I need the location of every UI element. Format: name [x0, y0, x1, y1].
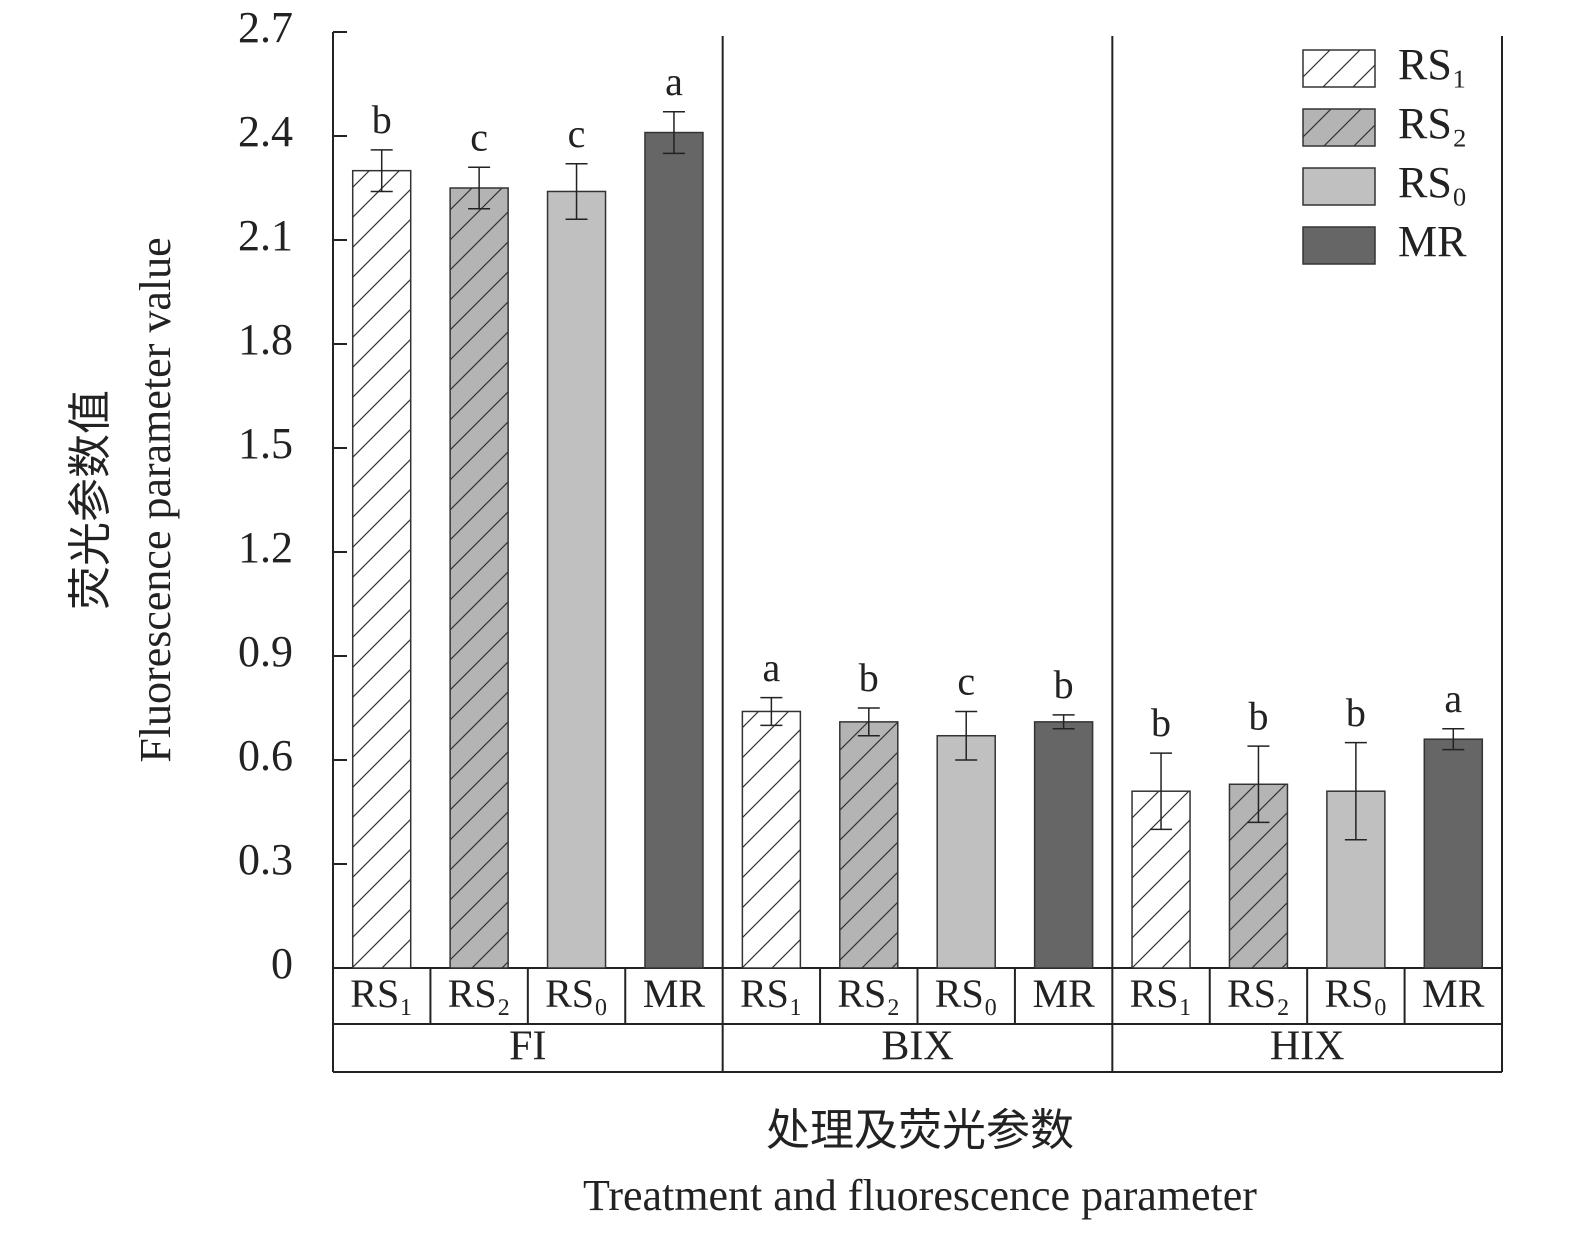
x-axis-label: Treatment and fluorescence parameter	[583, 1171, 1257, 1220]
bar-hatch	[450, 188, 509, 968]
significance-letter: b	[1151, 700, 1171, 745]
significance-letter: b	[372, 97, 392, 142]
bar-hatch	[742, 711, 801, 968]
legend-swatch-hatch	[1303, 109, 1375, 146]
x-tick-label: RS₀	[545, 971, 608, 1016]
bar	[936, 734, 996, 969]
x-tick-label: RS₁	[350, 971, 413, 1016]
legend-label: MR	[1398, 217, 1467, 266]
bar	[644, 131, 704, 969]
bar	[1423, 738, 1484, 969]
bar-hatch	[839, 721, 898, 968]
x-tick-label: RS₀	[1324, 971, 1387, 1016]
legend-label: RS₀	[1398, 158, 1467, 207]
y-tick-label: 0.6	[238, 731, 293, 780]
legend-swatch-hatch	[1303, 50, 1375, 87]
significance-letter: b	[1346, 690, 1366, 735]
legend-label: RS₁	[1398, 40, 1467, 89]
significance-letter: a	[1444, 676, 1462, 721]
bar-hatch	[352, 170, 411, 968]
y-tick-label: 0.3	[238, 835, 293, 884]
x-group-label: FI	[509, 1024, 546, 1070]
bar	[546, 190, 607, 969]
significance-letter: c	[470, 114, 488, 159]
x-tick-label: RS₁	[1130, 971, 1193, 1016]
significance-letter: b	[859, 655, 879, 700]
x-tick-label: RS₁	[740, 971, 803, 1016]
y-tick-label: 2.4	[238, 107, 293, 156]
y-tick-label: 0.9	[238, 627, 293, 676]
significance-letter: a	[665, 59, 683, 104]
x-tick-label: MR	[643, 971, 706, 1016]
y-tick-label: 1.2	[238, 523, 293, 572]
y-axis-label: Fluorescence parameter value	[131, 237, 180, 762]
y-axis-label: 荧光参数值	[66, 390, 115, 610]
significance-letter: a	[762, 645, 780, 690]
legend-swatch	[1302, 167, 1376, 206]
x-tick-label: RS₂	[1227, 971, 1290, 1016]
y-tick-label: 1.5	[238, 419, 293, 468]
x-tick-label: RS₂	[448, 971, 511, 1016]
x-group-label: HIX	[1270, 1024, 1345, 1070]
legend-swatch	[1302, 226, 1376, 265]
significance-letter: b	[1248, 693, 1268, 738]
y-tick-label: 0	[271, 939, 293, 988]
significance-letter: b	[1054, 662, 1074, 707]
y-tick-label: 1.8	[238, 315, 293, 364]
x-tick-label: RS₂	[837, 971, 900, 1016]
significance-letter: c	[568, 111, 586, 156]
bar	[1033, 721, 1094, 969]
x-tick-label: MR	[1422, 971, 1485, 1016]
x-group-label: BIX	[881, 1024, 953, 1070]
significance-letter: c	[957, 659, 975, 704]
legend-label: RS₂	[1398, 99, 1467, 148]
y-tick-label: 2.7	[238, 3, 293, 52]
x-tick-label: MR	[1033, 971, 1096, 1016]
x-axis-label: 处理及荧光参数	[766, 1106, 1074, 1155]
y-tick-label: 2.1	[238, 211, 293, 260]
x-tick-label: RS₀	[935, 971, 998, 1016]
